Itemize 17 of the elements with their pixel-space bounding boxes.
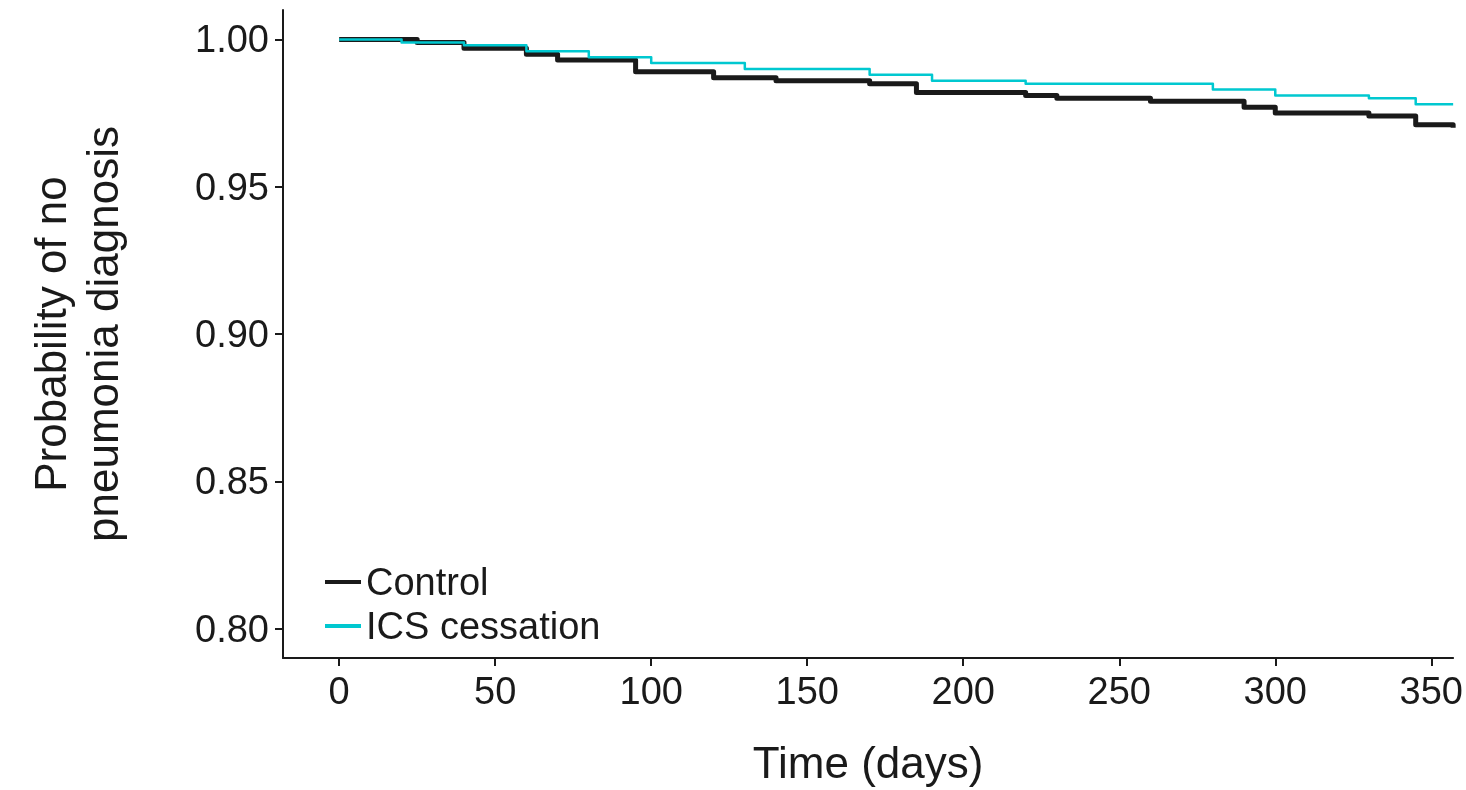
y-tick-label: 0.90 <box>195 313 269 355</box>
y-tick-label: 0.80 <box>195 607 269 650</box>
y-tick-label: 0.85 <box>195 460 269 503</box>
x-tick-label: 0 <box>328 670 350 712</box>
x-tick-label: 200 <box>931 670 995 712</box>
x-tick-label: 150 <box>775 670 839 712</box>
x-tick-label: 350 <box>1399 670 1463 712</box>
y-tick-label: 0.95 <box>195 165 269 208</box>
x-tick-label: 100 <box>619 670 683 712</box>
x-axis-title: Time (days) <box>752 737 984 787</box>
legend-label: Control <box>366 561 489 603</box>
x-tick-label: 300 <box>1243 670 1307 712</box>
legend-label: ICS cessation <box>366 605 601 647</box>
y-tick-label: 1.00 <box>195 18 269 61</box>
x-tick-label: 50 <box>474 670 517 712</box>
x-tick-label: 250 <box>1087 670 1151 712</box>
y-axis-title: Probability of no pneumonia diagnosis <box>25 126 127 542</box>
